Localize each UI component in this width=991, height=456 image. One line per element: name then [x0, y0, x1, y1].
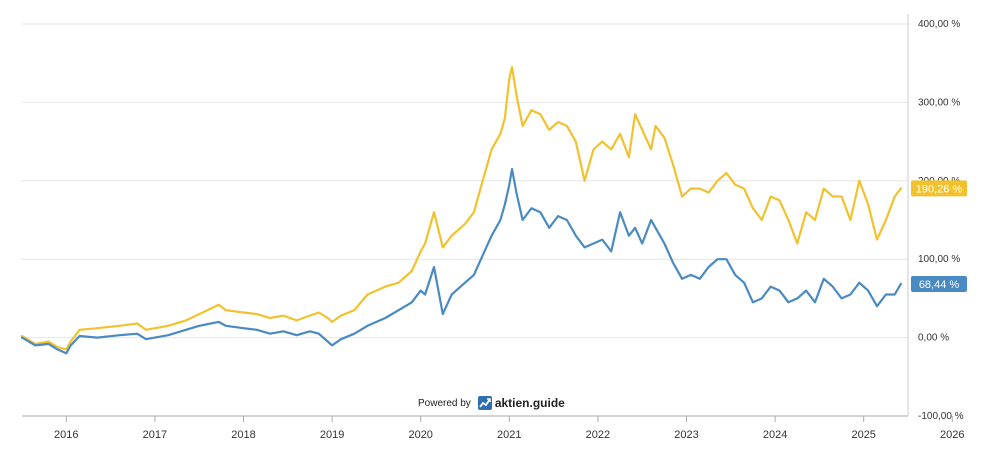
series-line-0 — [20, 65, 903, 351]
last-value-badges: 190,26 % 68,44 % — [911, 180, 967, 292]
y-tick-label: -100,00 % — [918, 411, 964, 422]
y-tick-label: 400,00 % — [918, 19, 960, 30]
last-value-badge — [911, 275, 967, 292]
x-tick-label: 2017 — [143, 429, 167, 441]
last-value-label: 68,44 % — [919, 279, 960, 291]
x-tick-label: 2016 — [54, 429, 78, 441]
y-axis-ticks: 400,00 %300,00 %200,00 %100,00 %0,00 %-1… — [918, 19, 964, 422]
last-value-label: 190,26 % — [916, 183, 963, 195]
x-tick-label: 2019 — [320, 429, 344, 441]
x-tick-label: 2022 — [586, 429, 610, 441]
x-tick-label: 2020 — [408, 429, 432, 441]
x-tick-label: 2021 — [497, 429, 521, 441]
series-line-1 — [20, 167, 903, 355]
last-value-badge — [911, 180, 967, 197]
axes — [22, 14, 909, 417]
x-tick-label: 2024 — [763, 429, 787, 441]
chart-logo-icon — [477, 396, 492, 410]
series-lines — [20, 65, 903, 355]
x-tick-label: 2018 — [231, 429, 255, 441]
x-tick-label: 2025 — [851, 429, 875, 441]
grid-lines — [22, 23, 908, 339]
brand-name: aktien.guide — [494, 396, 565, 410]
powered-by[interactable]: Powered by aktien.guide — [418, 396, 565, 410]
y-tick-label: 100,00 % — [918, 254, 960, 265]
x-tick-label: 2026 — [940, 429, 964, 441]
x-tick-label: 2023 — [674, 429, 698, 441]
y-tick-label: 300,00 % — [918, 97, 960, 108]
y-tick-label: 0,00 % — [918, 333, 949, 344]
powered-by-label: Powered by — [418, 397, 471, 409]
x-axis-ticks: 2016 2017 2018 2019 2020 2021 2022 2023 2024 2025… — [54, 416, 965, 441]
